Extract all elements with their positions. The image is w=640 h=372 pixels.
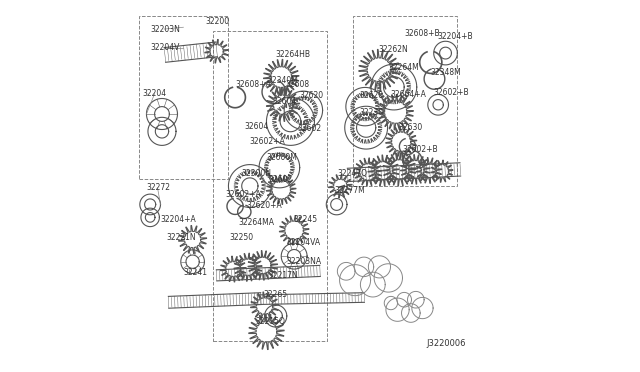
Text: 32604: 32604 — [244, 122, 269, 131]
Text: 32608+B: 32608+B — [404, 29, 440, 38]
Text: 32204+A: 32204+A — [161, 215, 196, 224]
Text: 32241: 32241 — [184, 268, 207, 277]
Text: 32247Q: 32247Q — [338, 169, 368, 177]
Text: 32264MA: 32264MA — [238, 218, 274, 227]
Text: 32602: 32602 — [268, 175, 292, 184]
Text: 32602+A: 32602+A — [226, 190, 262, 199]
Text: 32203N: 32203N — [150, 25, 180, 33]
Text: 32230: 32230 — [360, 108, 384, 117]
Text: 32245: 32245 — [293, 215, 317, 224]
Text: 32215Q: 32215Q — [255, 317, 285, 326]
Text: 32264HB: 32264HB — [276, 51, 310, 60]
Text: 32203NA: 32203NA — [286, 257, 321, 266]
Text: 32221N: 32221N — [167, 233, 196, 242]
Text: 32217N: 32217N — [268, 271, 298, 280]
Text: J3220006: J3220006 — [426, 339, 466, 348]
Text: 32262N: 32262N — [378, 45, 408, 54]
Text: 32608: 32608 — [285, 80, 309, 89]
Text: 32204V: 32204V — [150, 43, 180, 52]
Text: 32204+B: 32204+B — [437, 32, 473, 41]
Text: 32264M: 32264M — [388, 62, 419, 72]
Text: 32604: 32604 — [272, 97, 296, 106]
Text: 32620: 32620 — [360, 91, 384, 100]
Text: 32602+A: 32602+A — [249, 137, 285, 146]
Text: 32600M: 32600M — [266, 153, 298, 162]
Text: 32620: 32620 — [300, 91, 324, 100]
Text: 32604+A: 32604+A — [391, 90, 427, 99]
Text: 32200: 32200 — [205, 17, 230, 26]
Text: 32602+B: 32602+B — [402, 145, 438, 154]
Text: 32300N: 32300N — [242, 169, 272, 177]
Text: 32348M: 32348M — [430, 68, 461, 77]
Text: 32630: 32630 — [398, 123, 422, 132]
Text: 32272: 32272 — [147, 183, 170, 192]
Text: 32620+A: 32620+A — [246, 201, 282, 210]
Text: 32602+B: 32602+B — [434, 89, 469, 97]
Text: 32265: 32265 — [264, 291, 288, 299]
Text: 32250: 32250 — [230, 233, 253, 242]
Text: 32602: 32602 — [298, 124, 322, 133]
Text: 32277M: 32277M — [334, 186, 365, 195]
Text: 32340M: 32340M — [268, 76, 298, 85]
Text: 32204: 32204 — [142, 89, 166, 98]
Text: 32608+A: 32608+A — [236, 80, 271, 89]
Text: 32204VA: 32204VA — [286, 238, 320, 247]
